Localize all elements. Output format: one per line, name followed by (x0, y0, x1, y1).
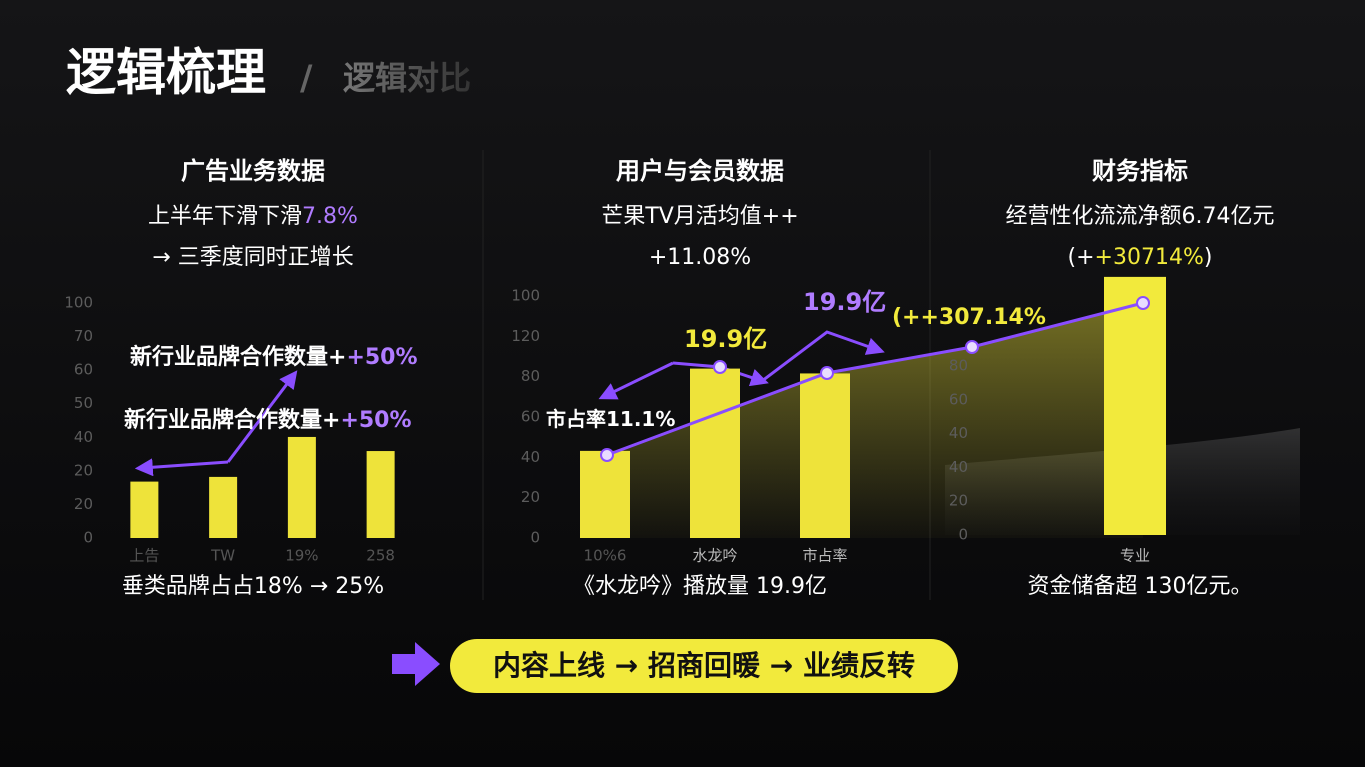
y-tick-label: 100 (511, 287, 540, 305)
y-tick-label: 20 (521, 488, 540, 506)
x-tick-label: 258 (366, 547, 395, 565)
x-tick-label: 市占率 (802, 547, 847, 565)
chart-subtitle: 上半年下滑下滑7.8% (148, 204, 358, 229)
y-tick-label: 0 (83, 529, 93, 547)
y-tick-label: 70 (74, 327, 93, 345)
y-tick-label: 80 (949, 357, 968, 375)
page-title: 逻辑梳理 (66, 44, 266, 102)
trend-dot (713, 360, 727, 374)
trend-dot (965, 340, 979, 354)
page-subtitle: 逻辑对比 (343, 59, 471, 97)
y-tick-label: 60 (521, 408, 540, 426)
y-tick-label: 40 (949, 424, 968, 442)
y-tick-label: 60 (949, 390, 968, 408)
annotation-part: 新行业品牌合作数量+ (130, 344, 346, 370)
y-tick-label: 100 (64, 294, 93, 312)
annotation: 市占率11.1% (546, 407, 675, 431)
separator: / (300, 59, 313, 99)
trend-area (607, 303, 1143, 538)
y-tick-label: 80 (521, 367, 540, 385)
bar (1104, 276, 1166, 535)
x-tick-label: TW (210, 547, 235, 565)
annotation: 19.9亿 (684, 325, 767, 353)
bar (130, 481, 159, 538)
annotation: 新行业品牌合作数量++50% (124, 407, 412, 433)
x-tick-label: 19% (285, 547, 318, 565)
annotation: 19.9亿 (803, 288, 886, 316)
bar (800, 373, 850, 538)
chart-subtitle-part: ) (1204, 245, 1213, 270)
y-tick-label: 60 (74, 361, 93, 379)
footer-text: 内容上线 → 招商回暖 → 业绩反转 (493, 649, 915, 682)
bar (287, 436, 316, 538)
x-tick-label: 上告 (129, 547, 159, 565)
y-tick-label: 120 (511, 327, 540, 345)
trend-line (600, 296, 1150, 462)
chart-subtitle-part: +11.08% (649, 245, 751, 270)
y-tick-label: 0 (530, 529, 540, 547)
annotation-part: 19.9亿 (684, 325, 767, 353)
chart-subtitle: (++30714%) (1068, 245, 1213, 270)
chart-subtitle-part: 经营性化流流净额6.74亿元 (1006, 204, 1275, 229)
caption: 垂类品牌占占18% → 25% (122, 574, 384, 599)
annotation: 新行业品牌合作数量++50% (130, 344, 418, 370)
footer-pill (450, 639, 958, 693)
y-tick-label: 40 (74, 428, 93, 446)
x-tick-label: 10%6 (584, 547, 627, 565)
annotation-part: 19.9亿 (803, 288, 886, 316)
chart-subtitle-part: 7.8% (302, 204, 358, 229)
y-tick-label: 20 (74, 461, 93, 479)
y-tick-label: 0 (958, 526, 968, 544)
annotation-part: +50% (340, 408, 411, 433)
trend-dot (820, 366, 834, 380)
chart-subtitle: 经营性化流流净额6.74亿元 (1006, 204, 1275, 229)
y-tick-label: 20 (74, 495, 93, 513)
caption: 资金储备超 130亿元。 (1028, 574, 1253, 599)
arrow (134, 458, 229, 477)
chart-title: 广告业务数据 (181, 157, 325, 185)
annotations: 新行业品牌合作数量++50%新行业品牌合作数量++50%19.9亿19.9亿(+… (124, 288, 1046, 433)
bar (209, 476, 238, 538)
annotation-part: (++307.14% (892, 305, 1046, 330)
annotation-part: +50% (346, 345, 417, 370)
y-tick-label: 40 (521, 448, 540, 466)
trend-dot (600, 448, 614, 462)
annotation: (++307.14% (892, 305, 1046, 330)
x-tick-label: 水龙吟 (692, 547, 737, 565)
arrow (226, 370, 298, 463)
arrow (598, 361, 674, 400)
bar (580, 450, 630, 538)
y-tick-label: 40 (949, 458, 968, 476)
trend-line (606, 301, 1144, 457)
chart-subtitle-part: → 三季度同时正增长 (152, 245, 353, 270)
bar (366, 451, 395, 538)
chart-title: 用户与会员数据 (616, 157, 784, 185)
x-tick-label: 专业 (1120, 547, 1150, 565)
chart-subtitle-part: 上半年下滑下滑 (148, 204, 302, 229)
caption: 《水龙吟》播放量 19.9亿 (573, 574, 827, 599)
arrow (761, 330, 885, 383)
footer-arrow (392, 642, 440, 686)
chart-title: 财务指标 (1092, 157, 1188, 185)
chart-subtitle: 芒果TV月活均值++ (601, 204, 798, 229)
annotation-part: 市占率11.1% (546, 407, 675, 431)
chart-subtitle-part: (+ (1068, 245, 1095, 270)
annotation-part: 新行业品牌合作数量+ (124, 407, 340, 433)
y-tick-label: 50 (74, 394, 93, 412)
chart-subtitle: → 三季度同时正增长 (152, 245, 353, 270)
trend-dot (1136, 296, 1150, 310)
chart-subtitle: +11.08% (649, 245, 751, 270)
y-tick-label: 20 (949, 492, 968, 510)
bar (690, 368, 740, 538)
chart-subtitle-part: 芒果TV月活均值++ (601, 204, 798, 229)
chart-subtitle-part: +30714% (1095, 245, 1204, 270)
